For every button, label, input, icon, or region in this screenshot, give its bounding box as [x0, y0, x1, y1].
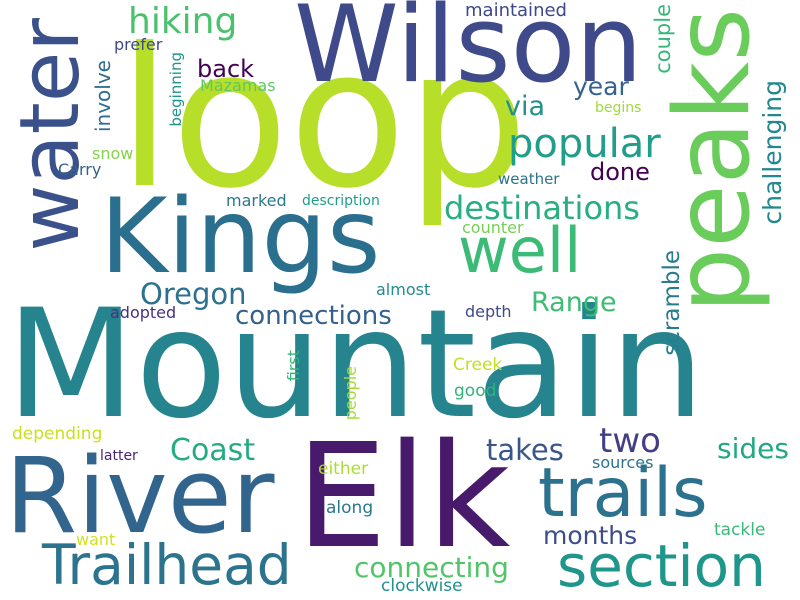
word-section: section — [557, 532, 766, 600]
word-mazamas: Mazamas — [200, 76, 276, 95]
word-trails: trails — [538, 454, 708, 533]
word-back: back — [197, 55, 255, 83]
word-people: people — [341, 366, 360, 421]
word-months: months — [543, 521, 638, 550]
word-clockwise: clockwise — [381, 576, 463, 596]
word-destinations: destinations — [444, 189, 640, 227]
word-creek: Creek — [453, 355, 503, 375]
word-prefer: prefer — [114, 35, 163, 54]
word-marked: marked — [226, 191, 287, 210]
word-depending: depending — [12, 424, 103, 444]
word-along: along — [326, 498, 374, 518]
word-good: good — [454, 381, 497, 401]
word-hiking: hiking — [128, 1, 238, 42]
word-elk: Elk — [296, 412, 511, 580]
word-two: two — [599, 421, 661, 461]
word-done: done — [590, 158, 650, 186]
word-loop: loop — [118, 8, 529, 231]
word-carry: Carry — [58, 160, 102, 179]
word-popular: popular — [508, 121, 661, 167]
word-sides: sides — [717, 432, 789, 465]
word-almost: almost — [376, 280, 431, 299]
word-beginning: beginning — [167, 52, 185, 127]
word-river: River — [5, 435, 275, 557]
word-takes: takes — [486, 433, 564, 467]
word-water: water — [3, 18, 98, 252]
word-range: Range — [531, 287, 617, 318]
word-scramble: scramble — [659, 250, 685, 356]
word-sources: sources — [592, 453, 654, 472]
word-trailhead: Trailhead — [42, 533, 292, 597]
word-adopted: adopted — [110, 303, 177, 322]
word-connections: connections — [235, 301, 392, 331]
word-description: description — [302, 193, 380, 209]
word-kings: Kings — [100, 177, 381, 297]
word-year: year — [573, 72, 629, 101]
word-wilson: Wilson — [294, 0, 643, 106]
word-depth: depth — [465, 302, 512, 321]
word-mountain: Mountain — [6, 278, 705, 452]
word-via: via — [505, 91, 546, 122]
word-tackle: tackle — [714, 520, 766, 540]
word-counter: counter — [462, 218, 524, 237]
word-connecting: connecting — [354, 551, 509, 584]
word-begins: begins — [595, 100, 642, 116]
word-snow: snow — [92, 144, 134, 163]
word-well: well — [458, 214, 582, 287]
word-oregon: Oregon — [140, 277, 247, 311]
word-challenging: challenging — [758, 80, 787, 225]
word-couple: couple — [651, 4, 675, 74]
word-latter: latter — [100, 448, 138, 464]
word-either: either — [318, 459, 369, 479]
word-want: want — [76, 530, 116, 549]
word-involve: involve — [91, 60, 115, 133]
word-weather: weather — [498, 170, 560, 188]
word-coast: Coast — [170, 433, 256, 468]
word-maintained: maintained — [465, 0, 567, 21]
word-first: first — [284, 350, 303, 382]
